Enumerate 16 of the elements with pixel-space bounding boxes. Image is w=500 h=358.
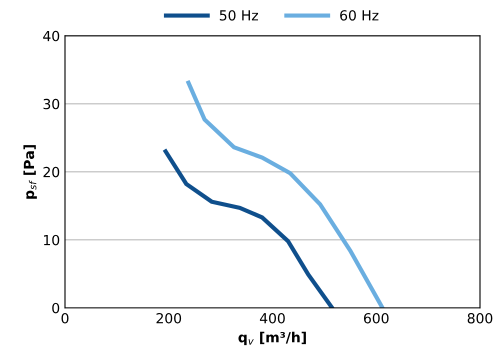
x-tick-label: 600 [364,312,389,324]
legend-label: 50 Hz [220,10,258,21]
x-axis-title: q$_{v}$ [m³/h] [238,332,306,346]
x-tick-label: 200 [156,312,182,324]
legend-label: 60 Hz [340,10,378,21]
y-tick-label: 0 [52,302,60,314]
x-tick-label: 0 [61,312,68,324]
y-tick-label: 30 [44,98,60,110]
y-tick-label: 10 [44,234,60,246]
y-tick-label: 40 [43,30,60,42]
x-tick-label: 400 [260,312,285,324]
y-axis-title: p$_{sf}$ [Pa] [23,145,37,199]
y-tick-label: 20 [43,166,60,178]
line-series [186,80,385,308]
line-series [164,149,334,308]
x-tick-label: 800 [468,312,492,324]
